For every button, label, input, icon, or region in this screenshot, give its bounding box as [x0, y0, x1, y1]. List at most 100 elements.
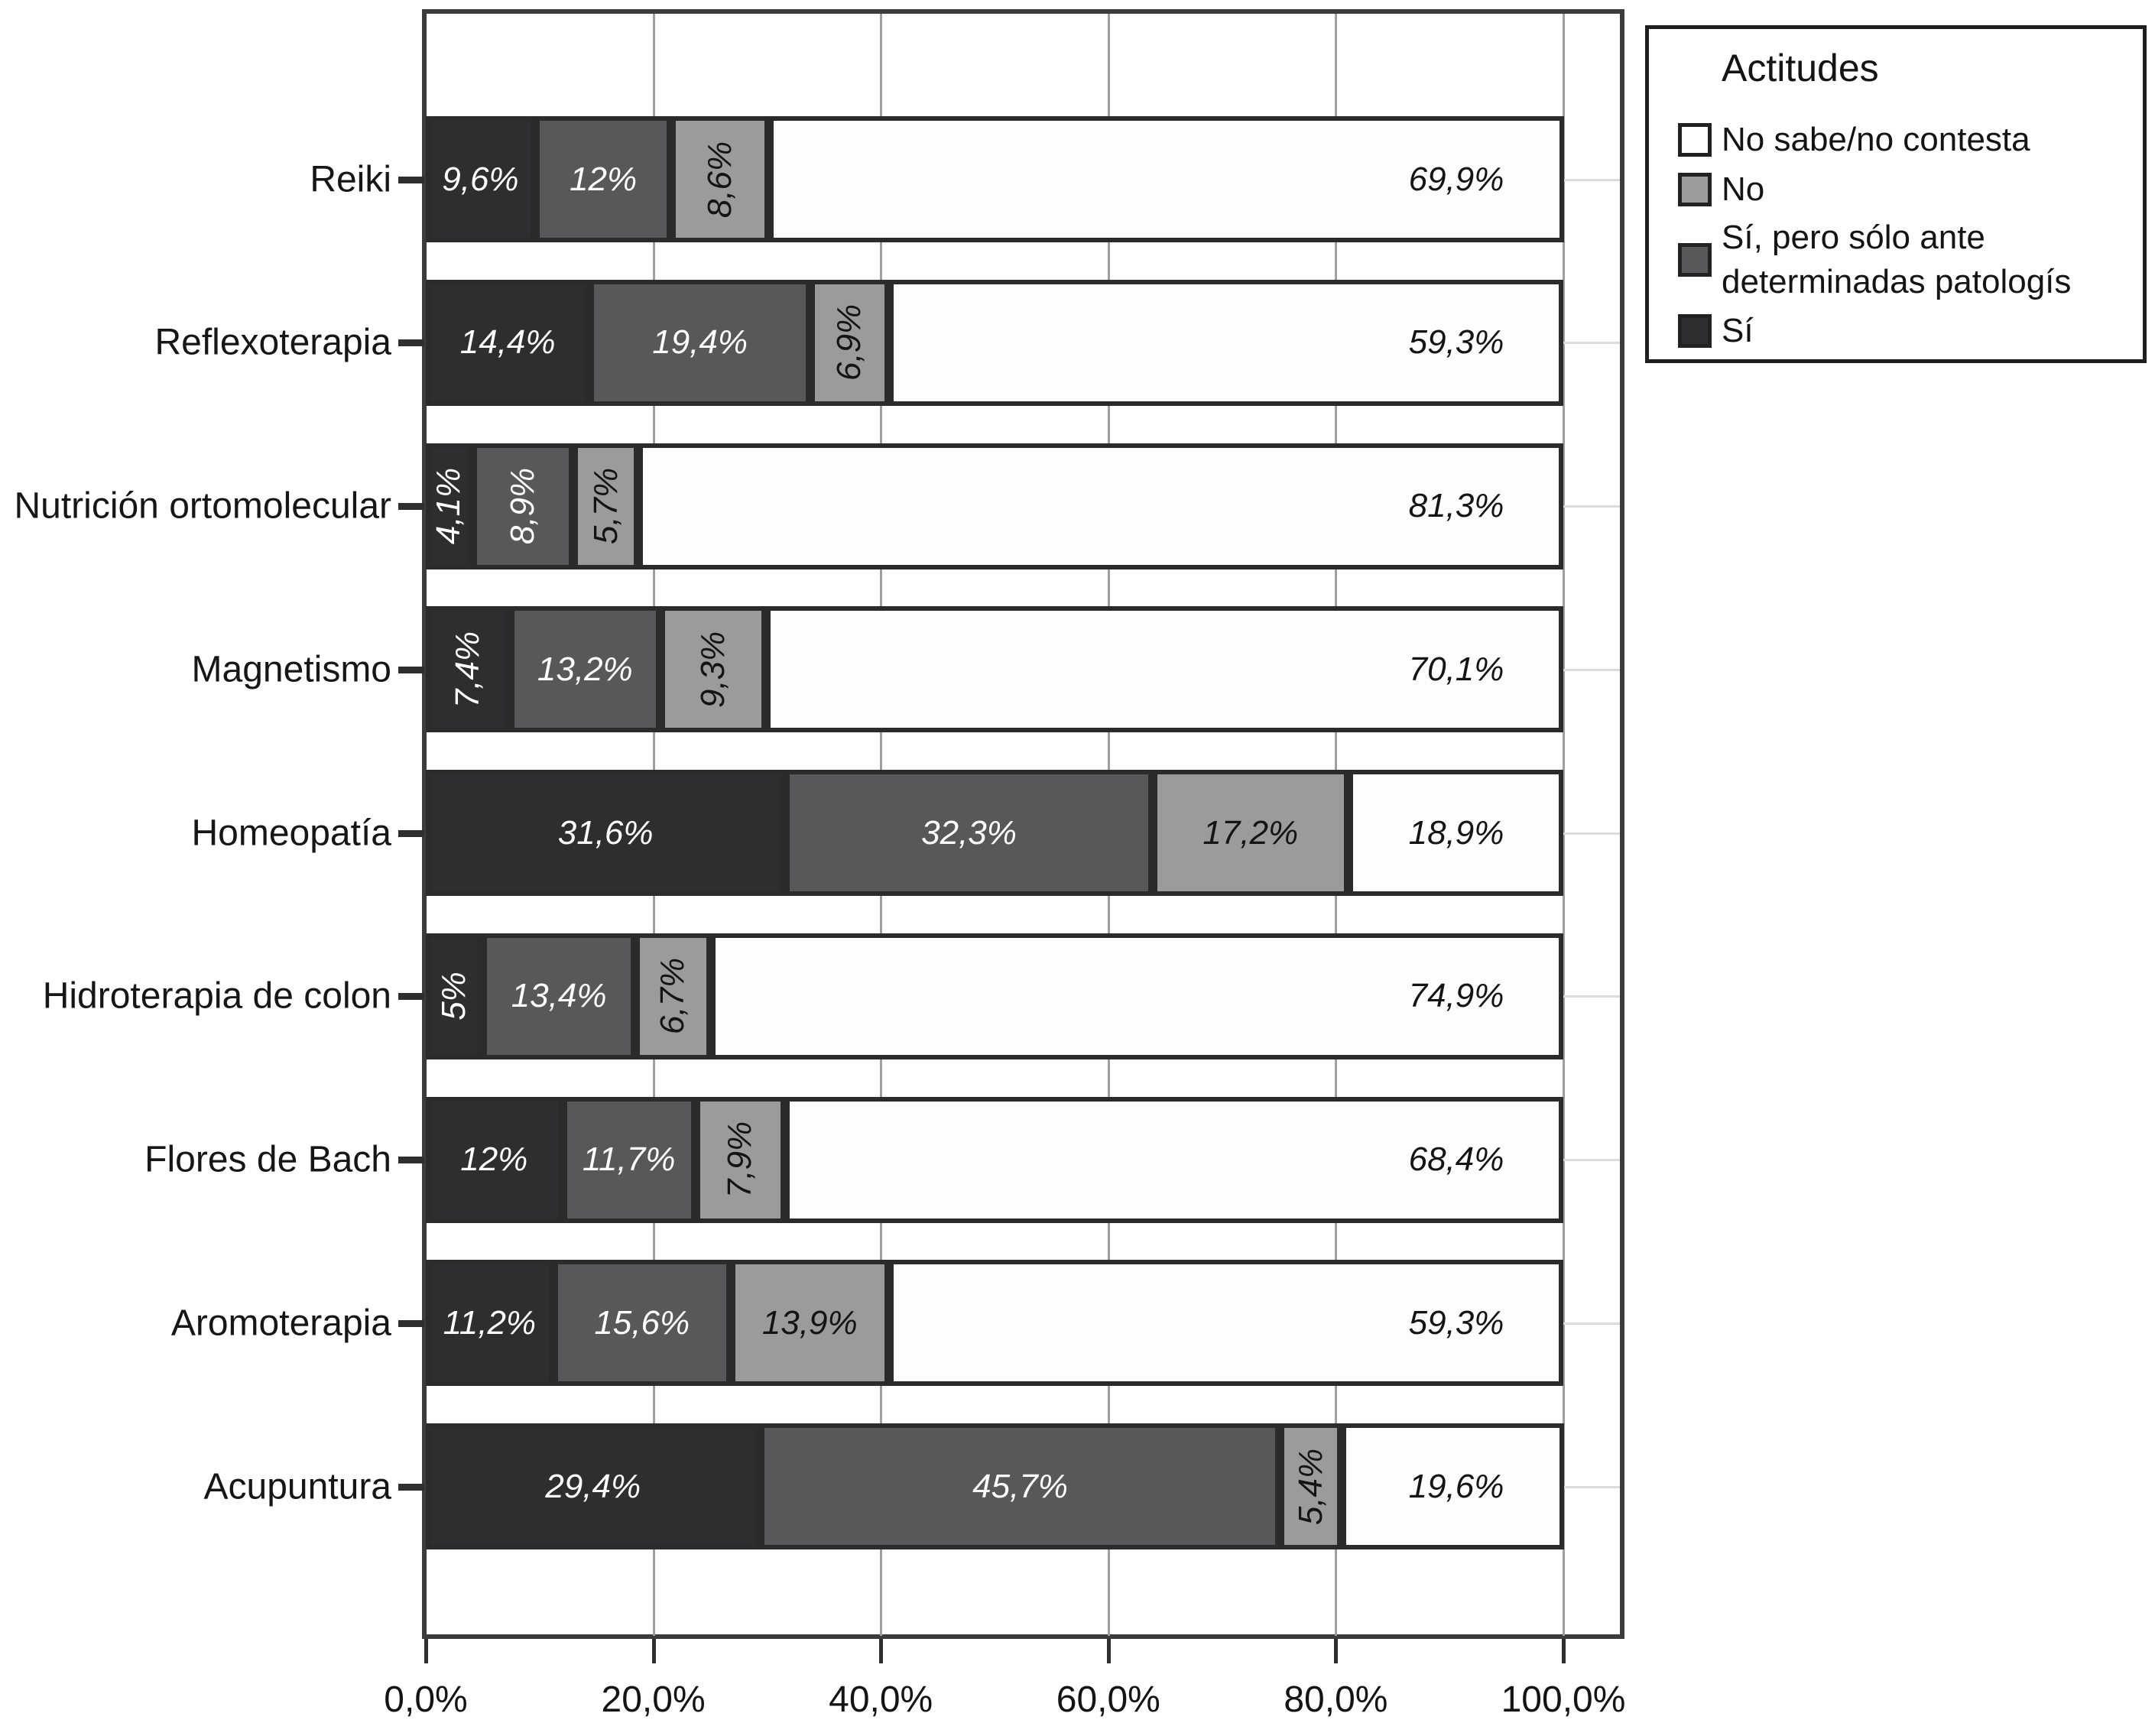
bar-segment: 6,7%: [634, 933, 712, 1059]
legend-entry-label: No: [1722, 170, 1765, 208]
bar-segment: 12%: [534, 116, 672, 242]
category-label: Nutrición ortomolecular: [14, 485, 391, 527]
x-axis-tick: [1106, 1639, 1111, 1663]
x-axis-tick-label: 60,0%: [1056, 1679, 1160, 1720]
segment-value-label: 8,9%: [504, 467, 542, 545]
segment-value-label: 14,4%: [459, 323, 556, 362]
segment-value-label: 11,2%: [443, 1303, 537, 1342]
segment-value-label: 6,7%: [654, 958, 692, 1035]
segment-value-label: 8,6%: [701, 141, 739, 218]
segment-value-label: 9,6%: [442, 160, 519, 198]
right-category-tick: [1563, 995, 1620, 998]
bar-segment: 8,6%: [671, 116, 770, 242]
segment-value-label: 15,6%: [594, 1303, 690, 1342]
bar-segment: 14,4%: [426, 279, 590, 406]
bar-segment: [888, 1260, 1563, 1387]
bar-segment: 31,6%: [426, 770, 786, 896]
category-tick: [398, 176, 424, 183]
right-category-tick: [1563, 832, 1620, 835]
bar-segment: 5,7%: [573, 443, 639, 569]
bar-segment: 12%: [426, 1096, 563, 1223]
bar-segment: [1348, 770, 1563, 896]
legend-title: Actitudes: [1722, 47, 1879, 89]
bar-segment: 17,2%: [1152, 770, 1348, 896]
segment-value-label: 59,3%: [1408, 323, 1504, 362]
bar-segment: [769, 116, 1565, 242]
category-tick: [398, 993, 424, 1001]
segment-value-label: 19,6%: [1408, 1467, 1504, 1505]
legend-swatch: [1678, 243, 1712, 277]
category-tick: [398, 666, 424, 673]
bar-segment: 13,2%: [510, 606, 660, 733]
bar-segment: 11,2%: [426, 1260, 553, 1387]
legend-swatch: [1678, 314, 1712, 348]
segment-value-label: 13,4%: [511, 977, 607, 1015]
gridline: [1563, 14, 1565, 1636]
right-category-tick: [1563, 505, 1620, 508]
segment-value-label: 13,2%: [537, 650, 633, 688]
right-category-tick: [1563, 1322, 1620, 1325]
bar-segment: [1341, 1423, 1565, 1549]
bar-segment: [888, 279, 1563, 406]
legend-swatch: [1678, 123, 1712, 157]
category-label: Flores de Bach: [144, 1139, 391, 1180]
right-category-tick: [1563, 178, 1620, 181]
bar-segment: 11,7%: [562, 1096, 696, 1223]
segment-value-label: 45,7%: [972, 1467, 1068, 1505]
bar-segment: 13,9%: [730, 1260, 889, 1387]
bar-segment: 4,1%: [426, 443, 472, 569]
x-axis-tick-label: 20,0%: [601, 1679, 706, 1720]
segment-value-label: 70,1%: [1408, 650, 1504, 688]
right-category-tick: [1563, 668, 1620, 671]
bar-segment: [785, 1096, 1563, 1223]
segment-value-label: 68,4%: [1408, 1141, 1504, 1178]
segment-value-label: 9,3%: [693, 631, 732, 708]
category-label: Homeopatía: [191, 813, 392, 853]
legend-entry-label: Sí: [1722, 312, 1754, 349]
segment-value-label: 6,9%: [830, 304, 868, 381]
bar-segment: [711, 933, 1563, 1059]
bar-segment: 9,6%: [426, 116, 535, 242]
bar-segment: 5%: [426, 933, 483, 1059]
segment-value-label: 19,4%: [652, 323, 748, 362]
category-label: Reflexoterapia: [154, 322, 391, 363]
segment-value-label: 69,9%: [1408, 160, 1504, 198]
segment-value-label: 4,1%: [430, 467, 468, 545]
bar-segment: [765, 606, 1563, 733]
segment-value-label: 5,4%: [1291, 1448, 1329, 1525]
bar-segment: 15,6%: [553, 1260, 731, 1387]
legend-swatch: [1678, 173, 1712, 206]
bar-segment: 6,9%: [810, 279, 889, 406]
category-tick: [398, 503, 424, 510]
bar-segment: 7,4%: [426, 606, 511, 733]
x-axis-tick-label: 100,0%: [1501, 1679, 1626, 1720]
segment-value-label: 18,9%: [1408, 813, 1504, 852]
x-axis-tick: [651, 1639, 656, 1663]
segment-value-label: 12%: [460, 1141, 528, 1178]
category-tick: [398, 1483, 424, 1491]
segment-value-label: 31,6%: [557, 813, 654, 852]
bar-segment: 13,4%: [482, 933, 635, 1059]
bar-segment: 9,3%: [660, 606, 766, 733]
bar-segment: 45,7%: [760, 1423, 1280, 1549]
category-label: Magnetismo: [191, 649, 391, 690]
segment-value-label: 5,7%: [586, 467, 625, 545]
segment-value-label: 29,4%: [545, 1467, 641, 1505]
bar-segment: 32,3%: [785, 770, 1153, 896]
bar-segment: 29,4%: [426, 1423, 761, 1549]
right-category-tick: [1563, 1159, 1620, 1161]
category-label: Acupuntura: [203, 1466, 391, 1507]
bar-segment: [638, 443, 1563, 569]
x-axis-tick: [424, 1639, 428, 1663]
legend: Actitudes No sabe/no contesta No Sí, pero …: [1645, 25, 2147, 363]
segment-value-label: 7,9%: [721, 1121, 759, 1199]
segment-value-label: 59,3%: [1408, 1303, 1504, 1342]
category-label: Hidroterapia de colon: [42, 975, 391, 1017]
segment-value-label: 74,9%: [1408, 977, 1504, 1015]
category-label: Reiki: [310, 159, 391, 200]
bar-segment: 5,4%: [1280, 1423, 1342, 1549]
x-axis-tick: [1334, 1639, 1339, 1663]
x-axis-tick: [1562, 1639, 1566, 1663]
category-tick: [398, 829, 424, 837]
category-tick: [398, 339, 424, 347]
